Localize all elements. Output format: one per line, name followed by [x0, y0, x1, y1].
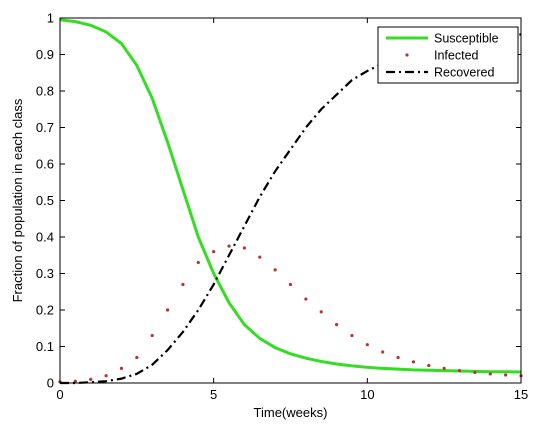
series-infected	[58, 244, 523, 384]
y-axis-title: Fraction of population in each class	[10, 98, 25, 302]
series-recovered-line	[60, 33, 522, 385]
series-infected-point	[258, 255, 262, 259]
x-tick-label: 15	[514, 387, 528, 402]
y-tick-label: 0.2	[36, 303, 54, 318]
series-infected-point	[304, 297, 308, 301]
y-tick-label: 0.1	[36, 339, 54, 354]
y-tick-label: 0	[47, 376, 54, 391]
axis-ticks: 0 5 10 15 0 0.1 0.2 0.3 0.4 0.5 0.6 0.7 0.8 0.9 1	[36, 11, 528, 403]
series-infected-point	[488, 372, 492, 376]
legend-box	[377, 26, 519, 84]
series-susceptible-line	[59, 18, 522, 374]
series-infected-point	[212, 250, 216, 254]
legend-label-recovered: Recovered	[434, 66, 494, 80]
series-infected-point	[504, 373, 508, 377]
series-infected-point	[365, 343, 369, 347]
series-infected-point	[150, 333, 154, 338]
x-tick-label: 10	[360, 387, 374, 402]
y-tick-label: 0.5	[36, 193, 54, 208]
y-tick-label: 0.8	[36, 84, 54, 99]
x-axis-title: Time(weeks)	[254, 405, 328, 420]
legend-label-infected: Infected	[434, 49, 479, 63]
legend: Susceptible Infected Recovered	[377, 26, 519, 84]
series-infected-point	[350, 333, 354, 338]
legend-swatch-infected	[405, 53, 409, 57]
series-infected-point	[104, 374, 108, 378]
series-infected-point	[135, 355, 139, 360]
plot-area	[58, 18, 523, 385]
series-infected-point	[396, 355, 400, 360]
series-infected-point	[457, 368, 462, 373]
series-infected-point	[119, 366, 124, 370]
series-infected-point	[181, 282, 185, 287]
y-tick-label: 1	[47, 11, 54, 26]
series-infected-point	[473, 370, 477, 375]
series-infected-point	[335, 323, 339, 327]
x-tick-label: 5	[210, 387, 217, 402]
series-infected-point	[288, 282, 293, 287]
y-tick-label: 0.6	[36, 157, 54, 172]
series-infected-point	[427, 363, 431, 368]
series-infected-point	[411, 360, 416, 364]
series-infected-point	[196, 260, 200, 265]
y-tick-label: 0.7	[36, 120, 54, 135]
y-tick-label: 0.9	[36, 47, 54, 62]
series-infected-point	[242, 246, 246, 250]
x-tick-label: 0	[56, 387, 63, 402]
y-tick-label: 0.3	[36, 266, 54, 281]
series-infected-point	[442, 366, 446, 370]
series-infected-point	[319, 310, 323, 314]
series-infected-point	[89, 377, 93, 381]
legend-label-susceptible: Susceptible	[434, 32, 499, 46]
series-infected-point	[273, 268, 277, 272]
series-infected-point	[227, 244, 231, 248]
y-tick-label: 0.4	[36, 230, 54, 245]
series-infected-point	[381, 350, 385, 354]
series-infected-point	[165, 308, 170, 312]
